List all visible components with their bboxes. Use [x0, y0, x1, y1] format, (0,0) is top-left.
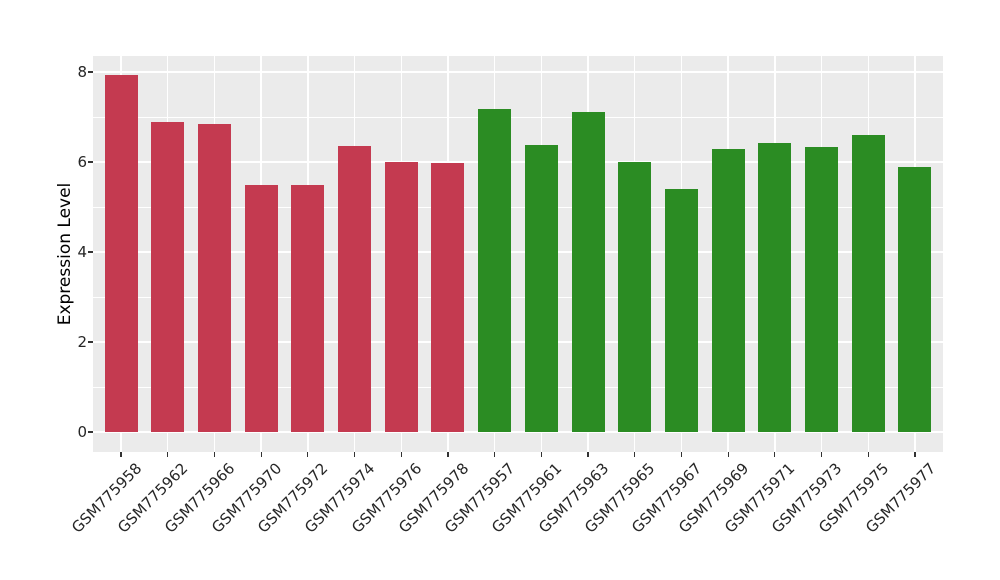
bar-GSM775963: [571, 112, 605, 432]
bar-GSM775970: [244, 184, 278, 432]
bar-GSM775966: [197, 124, 231, 432]
x-tick-mark-GSM775975: [867, 452, 869, 457]
bar-GSM775967: [664, 189, 698, 432]
y-tick-label-4: 4: [77, 243, 87, 261]
gridline-minor-y-3: [93, 297, 943, 298]
bar-GSM775969: [711, 149, 745, 432]
y-tick-label-8: 8: [77, 63, 87, 81]
gridline-major-y-4: [93, 251, 943, 253]
x-tick-mark-GSM775957: [494, 452, 496, 457]
x-tick-mark-GSM775974: [353, 452, 356, 457]
gridline-major-y-8: [93, 71, 943, 73]
gridline-major-y-6: [93, 161, 943, 163]
bar-GSM775962: [151, 122, 185, 432]
y-tick-label-6: 6: [77, 153, 87, 171]
x-tick-mark-GSM775978: [447, 452, 449, 457]
x-tick-mark-GSM775969: [727, 452, 729, 457]
y-tick-mark-6: [88, 161, 93, 163]
x-tick-mark-GSM775973: [820, 452, 823, 457]
x-tick-mark-GSM775965: [634, 452, 636, 457]
bar-GSM775961: [524, 145, 558, 432]
x-tick-mark-GSM775963: [587, 452, 589, 457]
x-tick-mark-GSM775961: [540, 452, 542, 457]
bar-GSM775971: [758, 143, 792, 432]
bar-GSM775975: [851, 134, 885, 432]
x-tick-mark-GSM775966: [213, 452, 215, 457]
bar-GSM775972: [291, 184, 325, 432]
x-tick-mark-GSM775958: [120, 452, 122, 457]
gridline-minor-y-5: [93, 207, 943, 208]
bar-GSM775957: [478, 109, 512, 432]
x-tick-mark-GSM775976: [400, 452, 402, 457]
bar-GSM775974: [338, 146, 372, 432]
bar-GSM775973: [805, 146, 839, 432]
bar-GSM775965: [618, 161, 652, 432]
x-tick-mark-GSM775970: [260, 452, 262, 457]
x-tick-mark-GSM775971: [774, 452, 776, 457]
y-tick-mark-0: [88, 431, 93, 433]
y-tick-label-2: 2: [77, 333, 87, 351]
x-tick-mark-GSM775962: [167, 452, 169, 457]
bar-GSM775958: [104, 75, 138, 432]
x-tick-mark-GSM775967: [680, 452, 682, 457]
gridline-minor-y-7: [93, 117, 943, 118]
y-tick-mark-8: [88, 71, 93, 73]
plot-panel: [93, 56, 943, 452]
x-tick-mark-GSM775972: [307, 452, 309, 457]
y-tick-mark-4: [88, 251, 93, 253]
bar-GSM775976: [384, 162, 418, 432]
y-tick-mark-2: [88, 341, 93, 343]
x-tick-mark-GSM775977: [914, 452, 916, 457]
y-tick-label-0: 0: [77, 423, 87, 441]
gridline-major-y-0: [93, 431, 943, 433]
gridline-major-y-2: [93, 341, 943, 343]
gridline-minor-y-1: [93, 387, 943, 388]
bar-GSM775978: [431, 163, 465, 432]
bar-GSM775977: [898, 166, 932, 432]
